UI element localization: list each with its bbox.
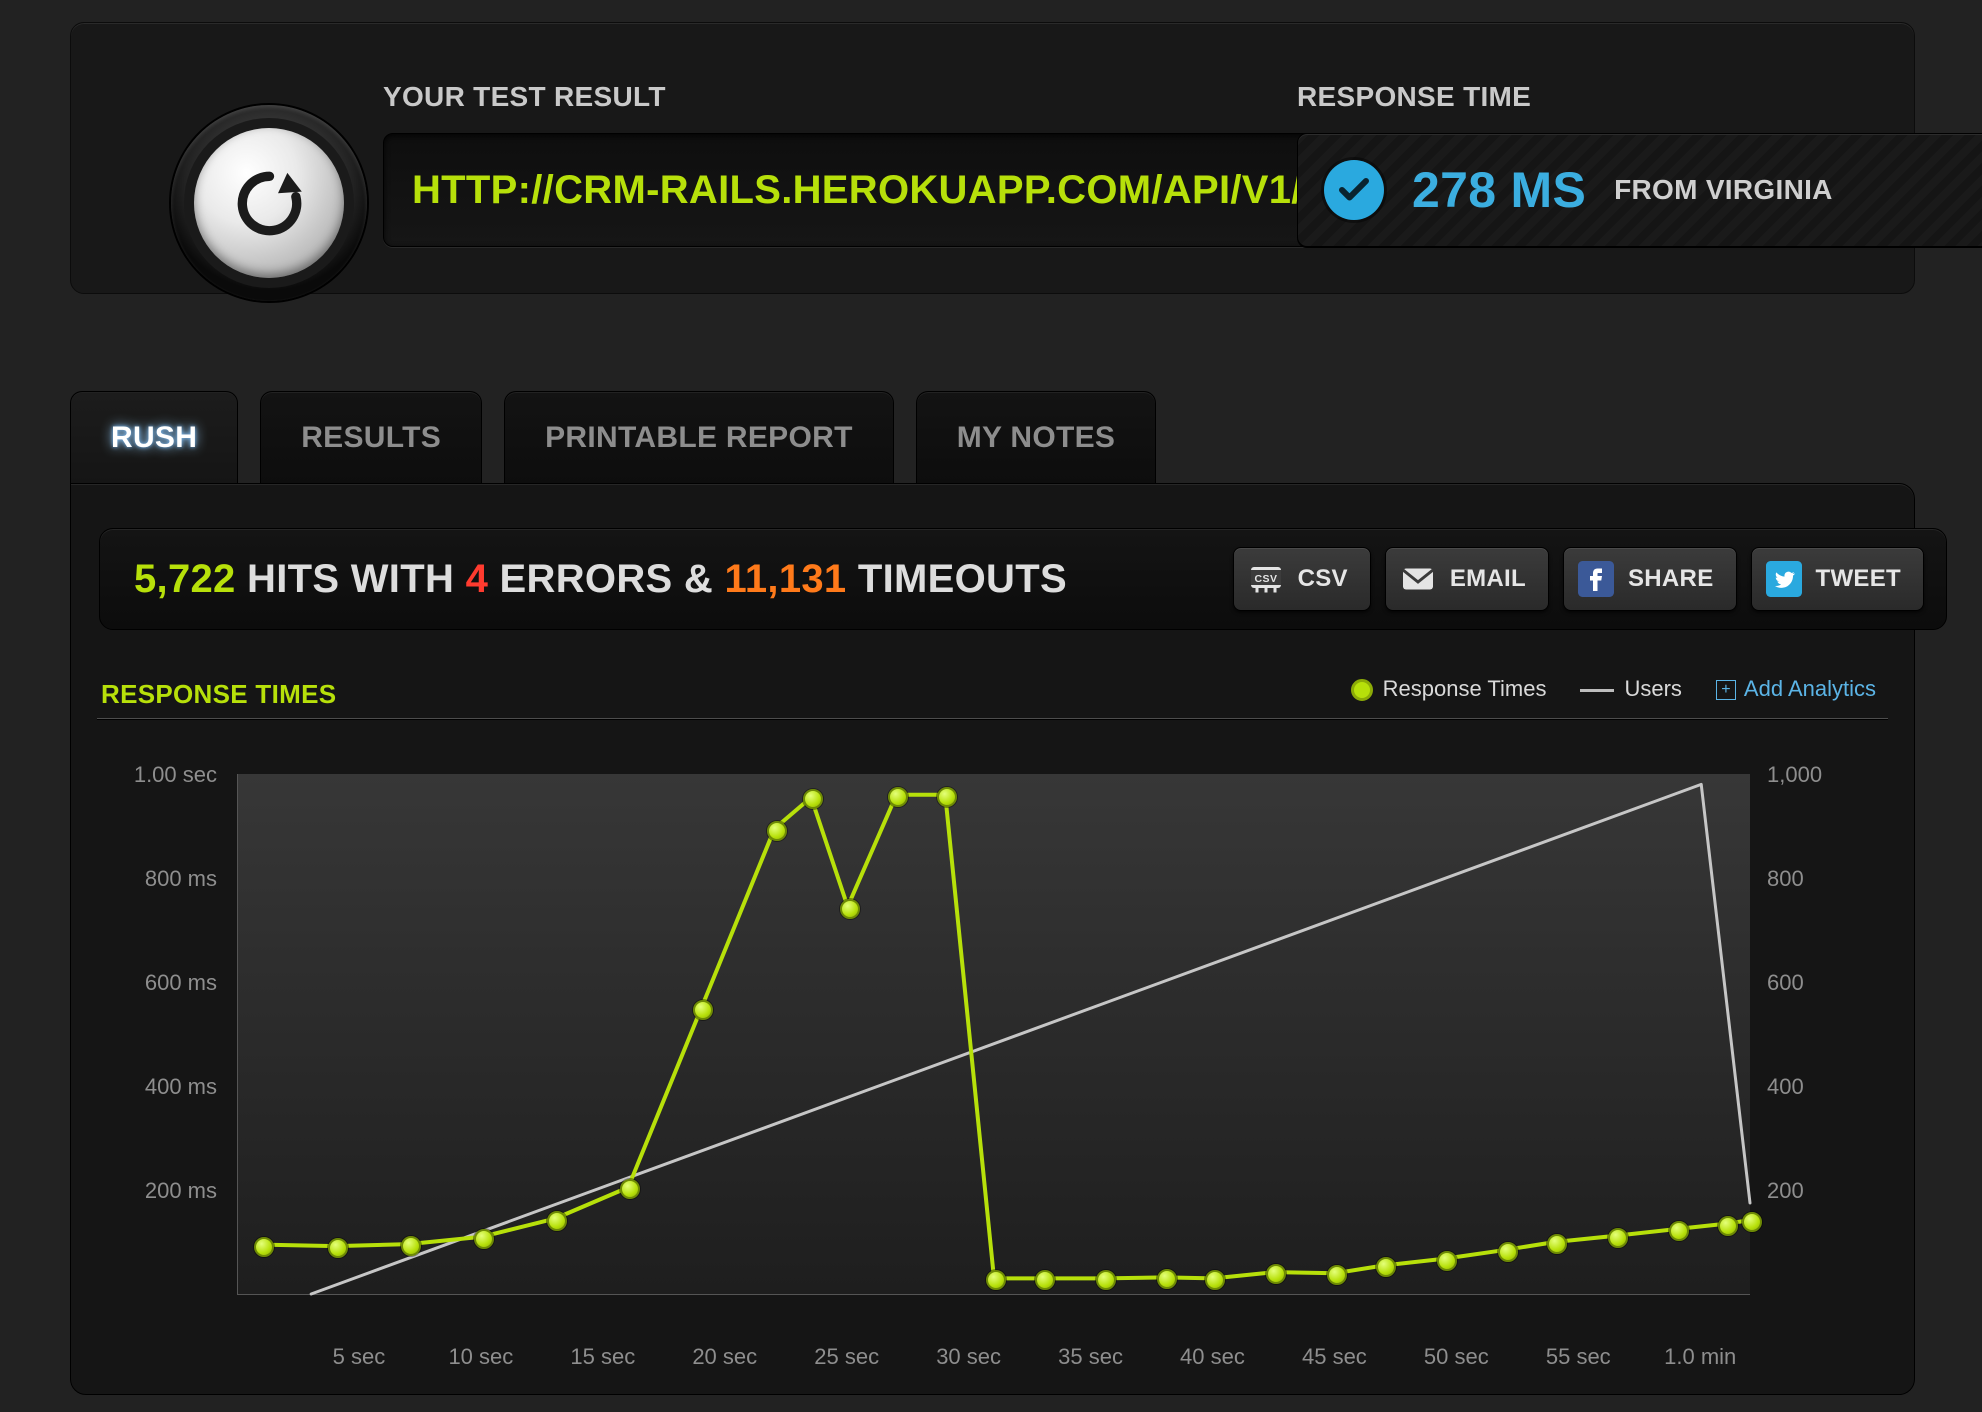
share-label: SHARE — [1628, 565, 1714, 593]
x-tick: 40 sec — [1180, 1344, 1245, 1370]
data-point[interactable] — [1742, 1212, 1762, 1232]
tab-results[interactable]: RESULTS — [260, 391, 482, 484]
tab-label: MY NOTES — [957, 421, 1116, 455]
chart-title: RESPONSE TIMES — [101, 679, 336, 710]
data-point[interactable] — [474, 1229, 494, 1249]
data-point[interactable] — [1608, 1228, 1628, 1248]
tab-rush[interactable]: RUSH — [70, 391, 238, 484]
data-point[interactable] — [937, 787, 957, 807]
facebook-icon — [1578, 561, 1614, 597]
data-point[interactable] — [547, 1211, 567, 1231]
tweet-button[interactable]: TWEET — [1751, 547, 1925, 611]
data-point[interactable] — [1437, 1251, 1457, 1271]
csv-button[interactable]: CSV CSV — [1233, 547, 1371, 611]
y-left-tick: 800 ms — [97, 866, 217, 892]
reload-icon — [194, 128, 344, 278]
x-tick: 5 sec — [333, 1344, 386, 1370]
x-tick: 35 sec — [1058, 1344, 1123, 1370]
tab-label: PRINTABLE REPORT — [545, 421, 853, 455]
reload-button[interactable] — [171, 105, 367, 301]
body-panel: 5,722 HITS WITH 4 ERRORS & 11,131 TIMEOU… — [70, 483, 1915, 1395]
tab-row: RUSH RESULTS PRINTABLE REPORT MY NOTES — [70, 391, 1156, 484]
tab-label: RESULTS — [301, 421, 441, 455]
email-icon — [1400, 561, 1436, 597]
your-test-result-label: YOUR TEST RESULT — [383, 81, 666, 113]
facebook-share-button[interactable]: SHARE — [1563, 547, 1737, 611]
legend-dot-icon — [1351, 679, 1373, 701]
response-time-box: 278 MS FROM VIRGINIA — [1297, 133, 1982, 247]
tab-printable[interactable]: PRINTABLE REPORT — [504, 391, 894, 484]
legend-users: Users — [1580, 676, 1681, 702]
x-tick: 45 sec — [1302, 1344, 1367, 1370]
header-panel: YOUR TEST RESULT RESPONSE TIME HTTP://CR… — [70, 22, 1915, 294]
chart-plot-area[interactable] — [237, 774, 1750, 1295]
stats-errors: 4 — [466, 557, 489, 601]
x-tick: 20 sec — [692, 1344, 757, 1370]
test-url-field[interactable]: HTTP://CRM-RAILS.HEROKUAPP.COM/API/V1/CU… — [383, 133, 1329, 247]
x-tick: 15 sec — [570, 1344, 635, 1370]
twitter-icon — [1766, 561, 1802, 597]
x-tick: 50 sec — [1424, 1344, 1489, 1370]
y-left-tick: 400 ms — [97, 1074, 217, 1100]
legend-response-times: Response Times — [1351, 676, 1547, 702]
y-right-tick: 600 — [1767, 970, 1887, 996]
svg-text:CSV: CSV — [1254, 573, 1277, 585]
response-time-from: FROM VIRGINIA — [1614, 174, 1833, 206]
data-point[interactable] — [767, 821, 787, 841]
y-right-tick: 800 — [1767, 866, 1887, 892]
data-point[interactable] — [1157, 1269, 1177, 1289]
data-point[interactable] — [401, 1236, 421, 1256]
response-times-chart: 200 ms 400 ms 600 ms 800 ms 1.00 sec 200 400 60… — [97, 758, 1887, 1368]
x-tick: 55 sec — [1546, 1344, 1611, 1370]
y-left-tick: 1.00 sec — [97, 762, 217, 788]
share-label: TWEET — [1816, 565, 1902, 593]
csv-icon: CSV — [1248, 561, 1284, 597]
check-icon — [1324, 160, 1384, 220]
data-point[interactable] — [840, 899, 860, 919]
plus-icon: + — [1716, 680, 1736, 700]
y-right-tick: 200 — [1767, 1178, 1887, 1204]
x-tick: 25 sec — [814, 1344, 879, 1370]
response-time-label: RESPONSE TIME — [1297, 81, 1531, 113]
x-tick: 10 sec — [448, 1344, 513, 1370]
stats-bar: 5,722 HITS WITH 4 ERRORS & 11,131 TIMEOU… — [99, 528, 1947, 630]
data-point[interactable] — [328, 1238, 348, 1258]
data-point[interactable] — [254, 1237, 274, 1257]
y-left-tick: 600 ms — [97, 970, 217, 996]
stats-text: 5,722 HITS WITH 4 ERRORS & 11,131 TIMEOU… — [134, 557, 1067, 602]
y-right-tick: 1,000 — [1767, 762, 1887, 788]
share-label: EMAIL — [1450, 565, 1526, 593]
data-point[interactable] — [1718, 1216, 1738, 1236]
email-button[interactable]: EMAIL — [1385, 547, 1549, 611]
data-point[interactable] — [1669, 1221, 1689, 1241]
response-time-value: 278 MS — [1412, 161, 1586, 219]
x-tick: 1.0 min — [1664, 1344, 1736, 1370]
chart-legend: Response Times Users +Add Analytics — [1351, 676, 1876, 702]
data-point[interactable] — [1498, 1242, 1518, 1262]
x-tick: 30 sec — [936, 1344, 1001, 1370]
data-point[interactable] — [1096, 1270, 1116, 1290]
divider — [97, 718, 1888, 720]
legend-line-icon — [1580, 689, 1614, 692]
y-right-tick: 400 — [1767, 1074, 1887, 1100]
tab-notes[interactable]: MY NOTES — [916, 391, 1157, 484]
stats-hits: 5,722 — [134, 557, 236, 601]
share-label: CSV — [1298, 565, 1348, 593]
tab-label: RUSH — [111, 421, 197, 455]
share-buttons: CSV CSV EMAIL SHARE TWEET — [1233, 547, 1924, 611]
stats-timeouts: 11,131 — [725, 557, 847, 601]
test-url-value: HTTP://CRM-RAILS.HEROKUAPP.COM/API/V1/CU… — [412, 168, 1329, 213]
y-left-tick: 200 ms — [97, 1178, 217, 1204]
data-point[interactable] — [1547, 1234, 1567, 1254]
add-analytics-link[interactable]: +Add Analytics — [1716, 676, 1876, 702]
